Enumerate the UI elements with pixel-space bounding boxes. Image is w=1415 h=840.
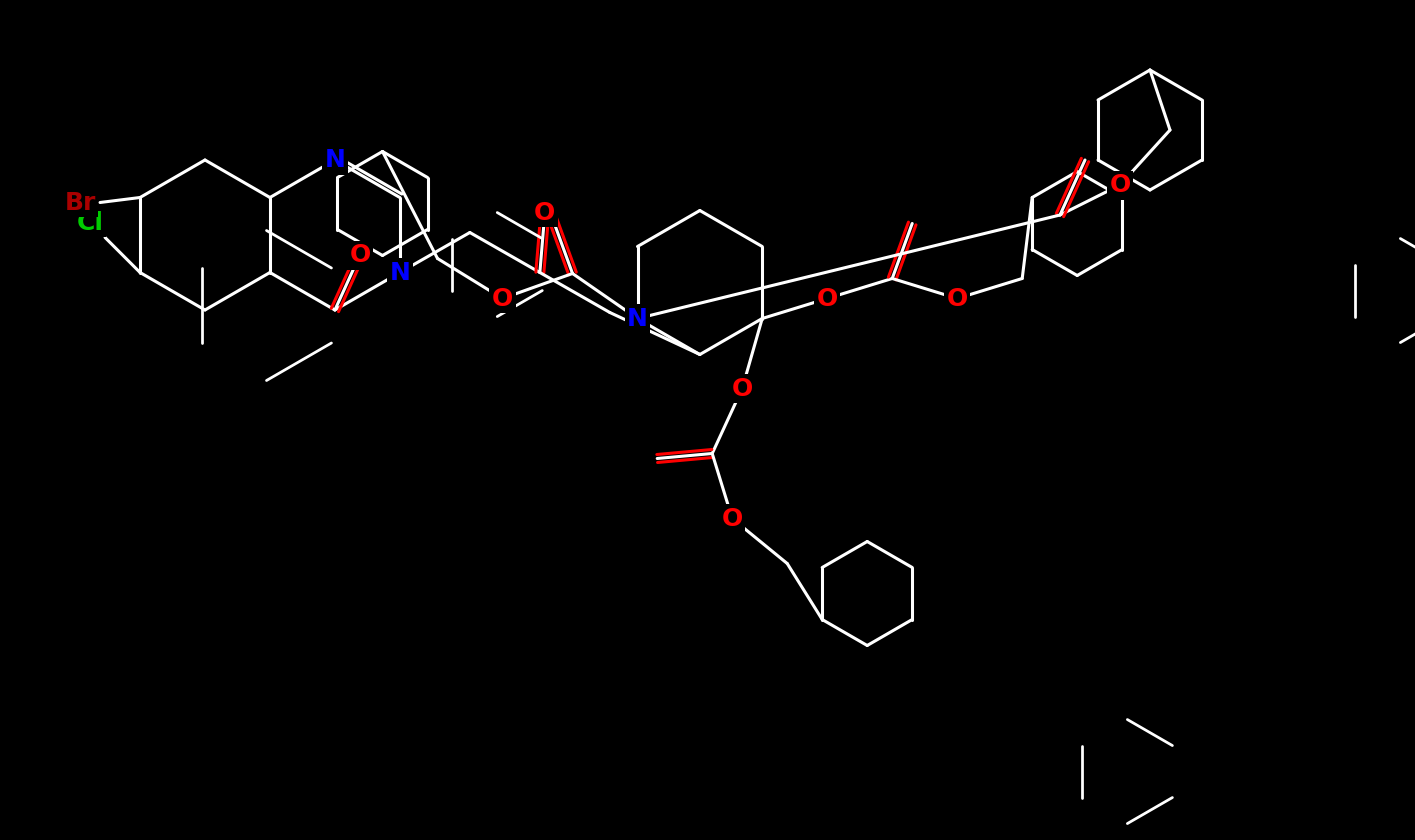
Text: O: O: [350, 243, 371, 267]
Text: O: O: [1109, 173, 1131, 197]
Text: O: O: [535, 201, 556, 224]
Text: N: N: [389, 260, 410, 285]
Text: O: O: [947, 286, 968, 311]
Text: O: O: [816, 286, 838, 311]
Text: Br: Br: [64, 191, 96, 214]
Text: N: N: [627, 307, 648, 330]
Text: O: O: [492, 286, 514, 311]
Text: N: N: [324, 148, 345, 172]
Text: Cl: Cl: [76, 211, 103, 234]
Text: O: O: [722, 507, 743, 531]
Text: O: O: [732, 376, 753, 401]
